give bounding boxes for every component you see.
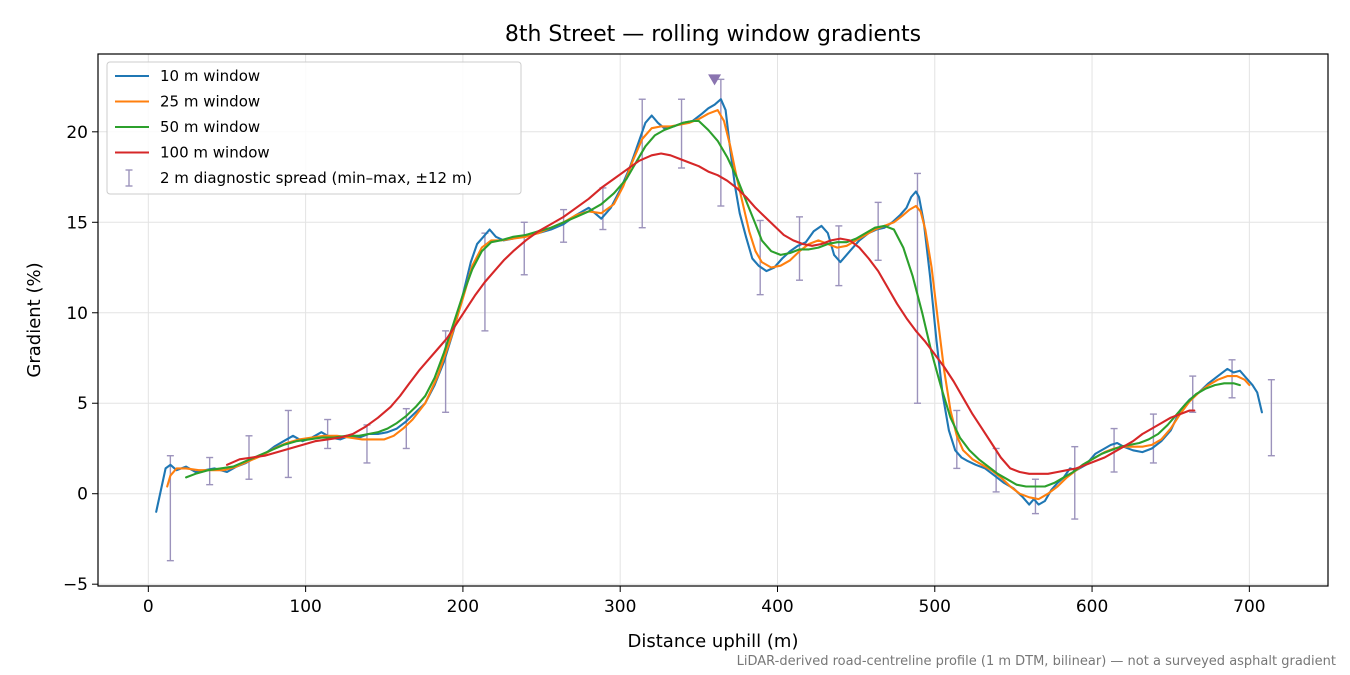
diagnostic-spread-bars: [166, 78, 1275, 562]
series-lines: [155, 98, 1263, 513]
spread-bar: [1267, 379, 1275, 457]
spread-bar: [1110, 427, 1118, 473]
x-tick-label: 500: [919, 597, 951, 617]
series-line-4: [225, 152, 1196, 475]
spread-bar: [1149, 413, 1157, 464]
y-tick-label: 15: [66, 213, 88, 233]
legend: 10 m window 25 m window 50 m window 100 m w…: [106, 61, 522, 195]
axis-ticks: 0 100 200 300 400 500 600 700 −5 0 5 10 15 20: [63, 123, 1266, 617]
legend-label: 100 m window: [160, 144, 270, 162]
legend-entry-1: 10 m window: [115, 67, 260, 85]
max-gradient-marker: [708, 74, 722, 86]
y-tick-label: 20: [66, 123, 88, 143]
legend-entry-3: 50 m window: [115, 118, 260, 136]
y-axis-label: Gradient (%): [24, 262, 45, 377]
spread-bar: [913, 172, 921, 404]
x-tick-label: 700: [1233, 597, 1265, 617]
x-axis-label: Distance uphill (m): [628, 631, 799, 652]
spread-bar: [953, 409, 961, 470]
spread-bar: [520, 221, 528, 276]
x-tick-label: 0: [143, 597, 154, 617]
y-tick-label: 10: [66, 304, 88, 324]
spread-bar: [678, 98, 686, 169]
chart-title: 8th Street — rolling window gradients: [505, 22, 921, 47]
legend-entry-spread: 2 m diagnostic spread (min–max, ±12 m): [125, 169, 472, 187]
plot-frame: [97, 53, 1329, 587]
spread-bar: [1228, 359, 1236, 399]
y-tick-label: 5: [77, 394, 88, 414]
spread-bar: [1071, 445, 1079, 520]
spread-bar: [324, 418, 332, 450]
x-tick-label: 200: [447, 597, 479, 617]
x-tick-label: 600: [1076, 597, 1108, 617]
spread-bar: [638, 98, 646, 229]
y-tick-label: −5: [63, 575, 88, 595]
legend-label: 2 m diagnostic spread (min–max, ±12 m): [160, 169, 472, 187]
legend-entry-4: 100 m window: [115, 144, 270, 162]
legend-entry-2: 25 m window: [115, 93, 260, 111]
legend-box: [106, 61, 522, 195]
max-marker-triangle: [708, 74, 722, 86]
spread-bar: [874, 201, 882, 261]
spread-bar: [835, 225, 843, 287]
y-tick-label: 0: [77, 485, 88, 505]
legend-label: 10 m window: [160, 67, 260, 85]
spread-bar: [1189, 375, 1197, 413]
legend-label: 50 m window: [160, 118, 260, 136]
legend-label: 25 m window: [160, 93, 260, 111]
x-tick-label: 100: [289, 597, 321, 617]
footnote: LiDAR-derived road-centreline profile (1…: [737, 654, 1336, 669]
spread-bar: [560, 208, 568, 243]
x-tick-label: 400: [761, 597, 793, 617]
spread-bar: [166, 455, 174, 562]
x-tick-label: 300: [604, 597, 636, 617]
spread-bar: [1031, 478, 1039, 515]
